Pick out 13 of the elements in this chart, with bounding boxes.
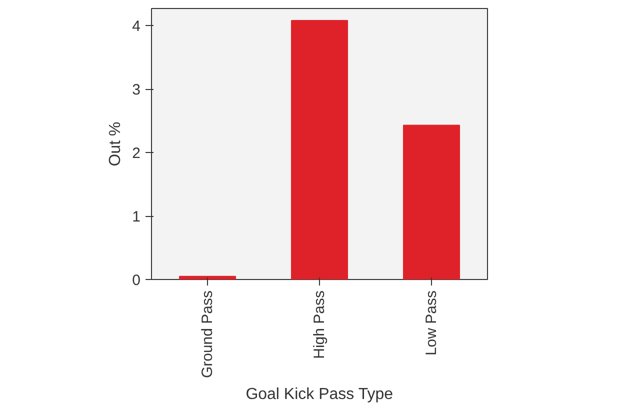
bar bbox=[403, 124, 460, 280]
y-tick-label: 2 bbox=[132, 145, 140, 162]
y-tick-label: 1 bbox=[132, 208, 140, 226]
y-tick-label: 4 bbox=[132, 18, 140, 36]
x-tick-label: Ground Pass bbox=[199, 290, 216, 378]
x-tick-label: High Pass bbox=[311, 290, 328, 359]
x-tick-label: Low Pass bbox=[423, 290, 440, 356]
bar bbox=[291, 20, 348, 280]
x-axis-title: Goal Kick Pass Type bbox=[246, 386, 394, 404]
bar bbox=[179, 276, 236, 280]
y-axis-title: Out % bbox=[107, 122, 124, 166]
y-tick-label: 3 bbox=[132, 82, 140, 99]
y-tick-label: 0 bbox=[132, 272, 140, 289]
